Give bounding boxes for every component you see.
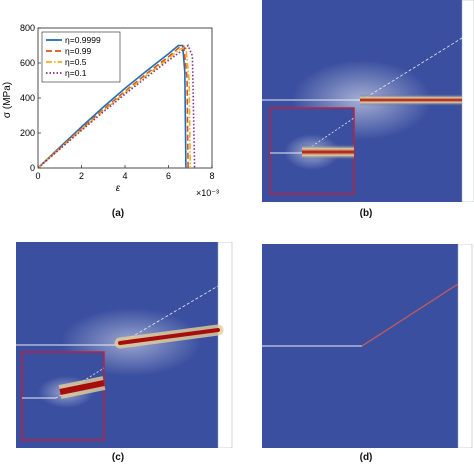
contour-panel-d: [262, 244, 473, 448]
x-tick-label: 8: [209, 171, 214, 181]
panel-label-a: (a): [111, 208, 125, 219]
panel-label-c: (c): [111, 452, 125, 463]
panel-label-d: (d): [359, 452, 373, 463]
x-axis-label: ε: [116, 183, 121, 194]
inset-zoom: [21, 351, 106, 441]
y-tick-label: 0: [30, 163, 35, 173]
x-tick-label: 0: [35, 171, 40, 181]
legend-label: η=0.9999: [65, 35, 101, 45]
stress-strain-chart: 0 2 4 6 8 0 200 400 600 800 η=0.9999η=0.99η=0.5η=…: [2, 23, 219, 198]
y-tick-label: 200: [20, 128, 35, 138]
right-margin: [217, 242, 233, 448]
axes-layer: 0 2 4 6 8 0 200 400 600 800: [20, 23, 215, 181]
y-axis-label: σ (MPa): [2, 82, 13, 118]
legend-label: η=0.1: [65, 68, 87, 78]
potential-crack-path: [117, 285, 219, 346]
crack-path: [361, 283, 459, 347]
x-tick-label: 2: [79, 171, 84, 181]
inset-zoom: [269, 107, 355, 195]
legend-label: η=0.5: [65, 57, 87, 67]
series-line-2: [37, 46, 192, 169]
legend-label: η=0.99: [65, 46, 92, 56]
x-axis-scale-label: ×10⁻³: [196, 188, 219, 198]
damage-band: [118, 328, 220, 345]
y-tick-label: 400: [20, 93, 35, 103]
damage-band: [360, 94, 462, 106]
right-margin: [461, 0, 474, 202]
series-layer: [37, 44, 196, 169]
y-tick-label: 800: [20, 23, 35, 33]
panel-label-b: (b): [359, 208, 373, 219]
x-tick-label: 4: [122, 171, 127, 181]
series-line-0: [37, 44, 187, 169]
contour-panel-c: [16, 242, 233, 448]
right-margin: [457, 244, 473, 448]
contour-panel-b: [262, 0, 474, 202]
y-tick-label: 600: [20, 58, 35, 68]
x-tick-label: 6: [166, 171, 171, 181]
